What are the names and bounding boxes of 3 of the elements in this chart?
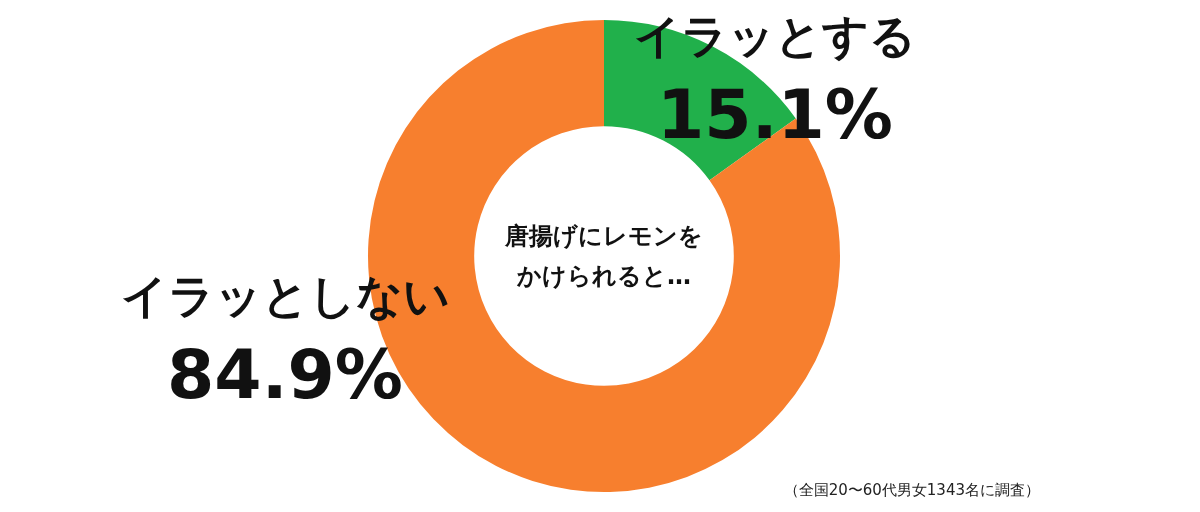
data-label: 84.9% [167,334,403,414]
text: 唐揚げにレモンをかけられると… [504,221,704,292]
text: （全国20〜60代男女1343名に調査） [783,481,1040,500]
